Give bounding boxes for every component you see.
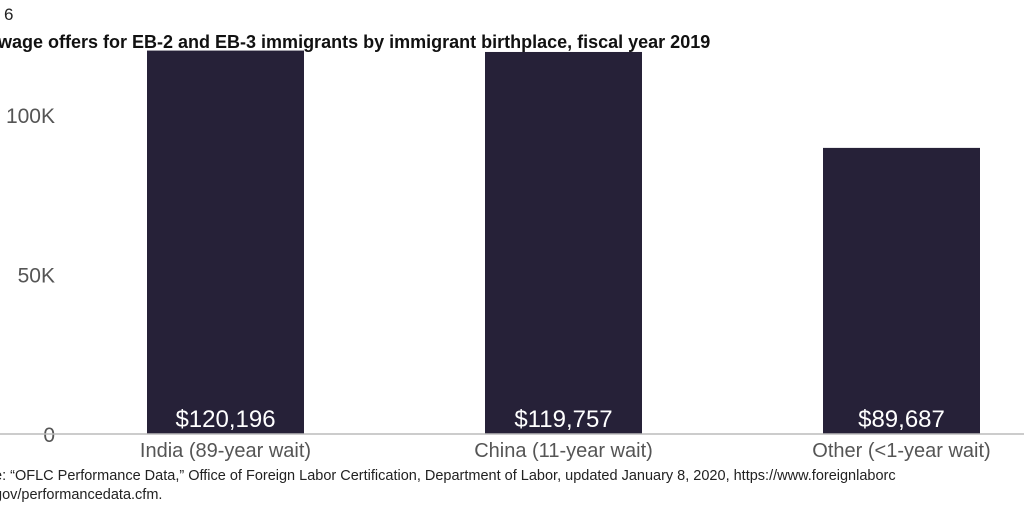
x-axis-labels: India (89-year wait) China (11-year wait)… (140, 440, 991, 462)
y-tick-label: 100K (6, 105, 55, 128)
bar (485, 51, 642, 435)
bar (147, 50, 304, 434)
source-note-line-2: gov/performancedata.cfm. (0, 487, 163, 503)
figure-number: 6 (4, 5, 14, 24)
bar (823, 147, 980, 434)
chart-title: ge wage offers for EB-2 and EB-3 immigra… (0, 32, 711, 52)
y-tick-label: 0 (43, 424, 55, 447)
source-note-line-1: e: “OFLC Performance Data,” Office of Fo… (0, 468, 896, 484)
x-tick-label: India (89-year wait) (140, 440, 311, 462)
x-tick-label: China (11-year wait) (474, 440, 653, 462)
bar-value-label: $120,196 (175, 406, 275, 433)
y-tick-label: 50K (18, 265, 55, 288)
bars: $120,196 $119,757 $89,687 (147, 50, 980, 435)
bar-value-label: $119,757 (514, 406, 612, 433)
bar-value-label: $89,687 (858, 406, 945, 433)
x-tick-label: Other (<1-year wait) (812, 440, 990, 462)
y-axis-ticks: 0 50K 100K (6, 105, 55, 447)
